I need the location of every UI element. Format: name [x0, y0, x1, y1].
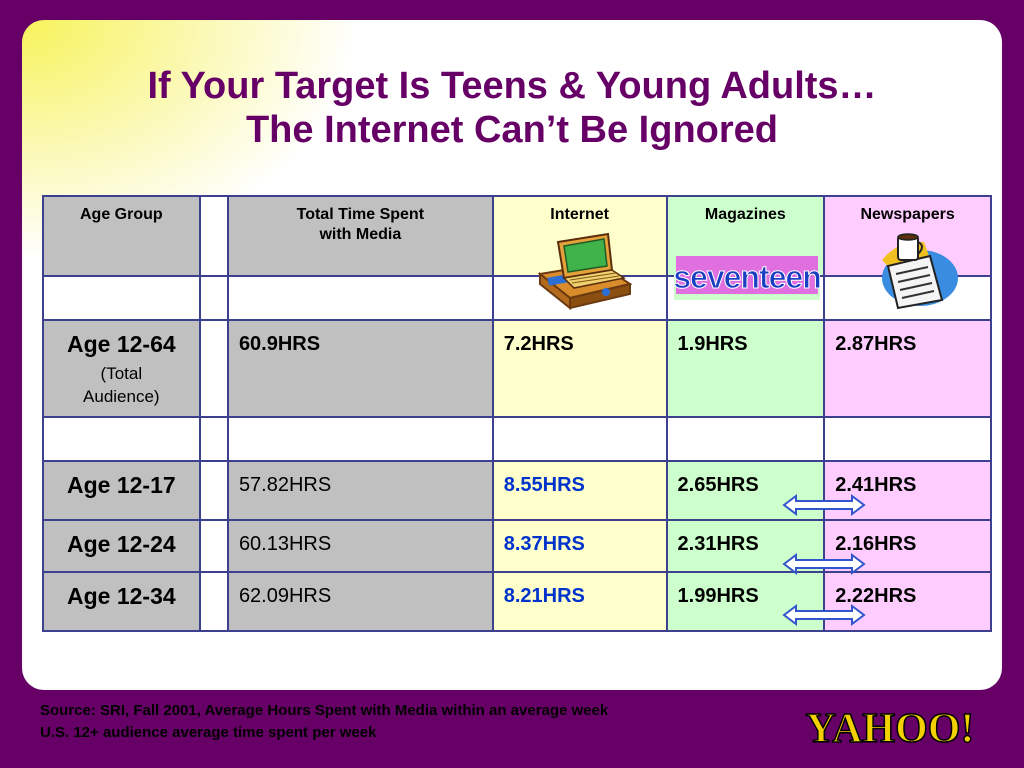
age-label: Age 12-17 — [42, 460, 201, 521]
media-time-table: Age Group Total Time Spent with Media In… — [42, 195, 992, 632]
table-header-row: Age Group Total Time Spent with Media In… — [42, 195, 992, 277]
footer-source: Source: SRI, Fall 2001, Average Hours Sp… — [40, 700, 608, 744]
yahoo-logo-text: YAHOO! — [806, 706, 975, 752]
blank-cell — [198, 519, 229, 573]
blank-cell — [198, 319, 229, 418]
newspapers-cell: 2.87HRS — [823, 319, 992, 418]
spacer-row — [42, 275, 992, 321]
magazines-cell: 1.99HRS — [665, 571, 826, 632]
internet-cell: 7.2HRS — [491, 319, 668, 418]
table-row: Age 12-17 57.82HRS 8.55HRS 2.65HRS 2.41H… — [42, 460, 992, 521]
blank-cell — [198, 571, 229, 632]
seventeen-logo-icon: seventeen — [674, 250, 820, 300]
magazines-cell: 1.9HRS — [665, 319, 826, 418]
seventeen-logo-text: seventeen — [674, 259, 820, 295]
double-arrow-icon — [782, 553, 866, 575]
yahoo-logo-panel: YAHOO! — [745, 690, 1024, 768]
table-row: Age 12-64 (Total Audience) 60.9HRS 7.2HRS… — [42, 319, 992, 418]
header-total-line-2: with Media — [319, 226, 402, 243]
header-total-line-1: Total Time Spent — [296, 206, 425, 223]
blank-cell — [198, 195, 229, 277]
total-cell: 62.09HRS — [226, 571, 494, 632]
age-label: Age 12-34 — [42, 571, 201, 632]
table-row: Age 12-34 62.09HRS 8.21HRS 1.99HRS 2.22H… — [42, 571, 992, 632]
header-total-time: Total Time Spent with Media — [226, 195, 494, 277]
total-cell: 60.9HRS — [226, 319, 494, 418]
title-line-2: The Internet Can’t Be Ignored — [245, 109, 779, 151]
audience-note: U.S. 12+ audience average time spent per… — [40, 724, 377, 741]
age-sub-label: (Total Audience) — [83, 364, 160, 406]
internet-cell: 8.37HRS — [491, 519, 668, 573]
total-cell: 60.13HRS — [226, 519, 494, 573]
total-cell: 57.82HRS — [226, 460, 494, 521]
internet-cell: 8.21HRS — [491, 571, 668, 632]
double-arrow-icon — [782, 494, 866, 516]
magazines-cell: 2.65HRS — [665, 460, 826, 521]
double-arrow-icon — [782, 604, 866, 626]
header-age-group: Age Group — [42, 195, 201, 277]
spacer-row — [42, 416, 992, 462]
newspaper-coffee-icon — [882, 233, 958, 310]
blank-cell — [198, 460, 229, 521]
title-line-1: If Your Target Is Teens & Young Adults… — [147, 65, 877, 107]
slide-title: If Your Target Is Teens & Young Adults… … — [22, 64, 1002, 152]
internet-cell: 8.55HRS — [491, 460, 668, 521]
laptop-icon — [537, 232, 633, 311]
age-cell: Age 12-64 (Total Audience) — [42, 319, 201, 418]
source-note: Source: SRI, Fall 2001, Average Hours Sp… — [40, 702, 609, 719]
age-label: Age 12-24 — [42, 519, 201, 573]
age-label: Age 12-64 — [66, 331, 176, 357]
